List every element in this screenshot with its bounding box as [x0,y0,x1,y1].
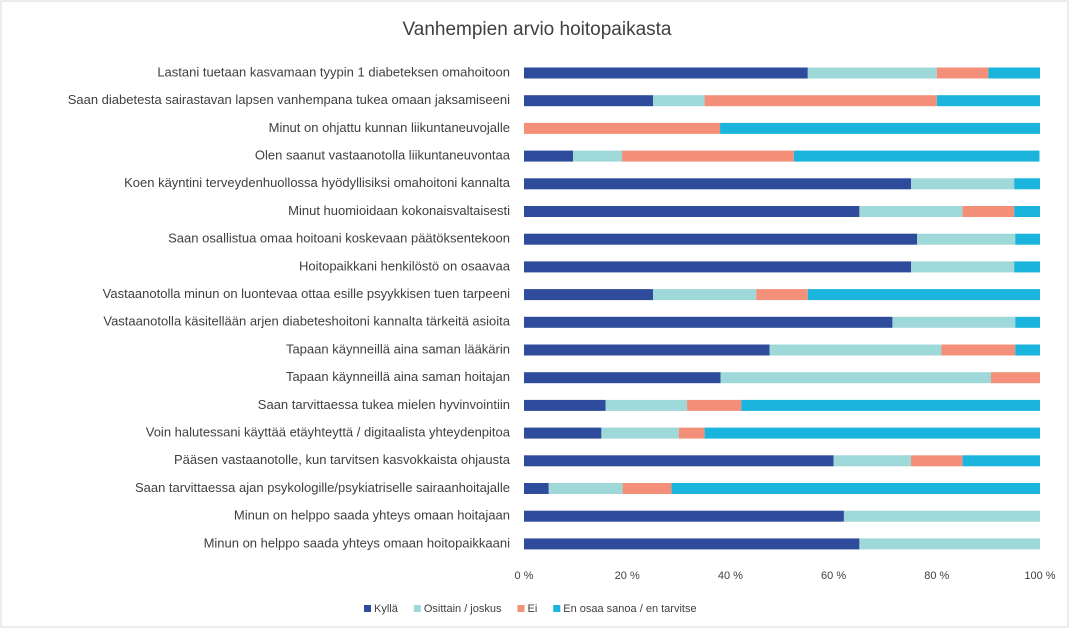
bar-segment [704,95,937,107]
bar-segment [653,289,757,301]
y-tick-label: Minut on ohjattu kunnan liikuntaneuvojal… [269,120,510,135]
y-tick-label: Koen käyntini terveydenhuollossa hyödyll… [124,175,511,190]
bar-segment [769,344,942,356]
bar-segment [524,538,860,550]
bar-segment [843,510,1040,522]
bar-segment [962,455,1040,467]
legend-label: En osaa sanoa / en tarvitse [563,603,696,615]
bar-segment [807,67,937,79]
bar-segment [548,483,623,494]
legend-label: Kyllä [374,603,399,615]
bar-segment [524,178,911,190]
y-tick-label: Minun on helppo saada yhteys omaan hoita… [234,508,510,523]
bar-segment [720,122,1040,134]
bar-segment [962,206,1015,217]
bar-segment [605,399,688,411]
bar-segment [573,150,623,162]
bar-segment [678,427,705,439]
bar-segment [892,316,1016,328]
y-tick-label: Minut huomioidaan kokonaisvaltaisesti [288,203,510,218]
bar-segment [622,483,672,494]
y-tick-label: Tapaan käynneillä aina saman hoitajan [286,369,510,384]
y-tick-label: Lastani tuetaan kasvamaan tyypin 1 diabe… [157,64,510,79]
bar-segment [936,95,1040,107]
y-tick-label: Vastaanotolla minun on luontevaa ottaa e… [103,286,510,301]
bar-segment [524,510,844,522]
y-tick-label: Saan diabetesta sairastavan lapsen vanhe… [68,92,510,107]
bar-segment [704,427,1040,439]
legend-label: Osittain / joskus [424,603,502,615]
bar-segment [1014,178,1040,190]
bar-segment [524,372,721,384]
y-tick-label: Minun on helppo saada yhteys omaan hoito… [204,535,511,550]
bar-segment [911,178,1015,190]
y-tick-label: Olen saanut vastaanotolla liikuntaneuvon… [255,148,511,163]
bar-segment [524,67,808,79]
bar-segment [988,67,1040,79]
x-tick-label: 60 % [821,570,846,582]
bar-segment [524,150,574,162]
bar-segment [833,455,911,467]
legend-label: Ei [527,603,537,615]
y-tick-label: Saan tarvittaessa ajan psykologille/psyk… [135,480,510,495]
bar-segment [524,483,549,494]
bar-segment [524,289,653,301]
y-tick-label: Vastaanotolla käsitellään arjen diabetes… [103,314,510,329]
x-tick-label: 100 % [1024,570,1055,582]
bar-segment [1015,233,1040,245]
legend-swatch [553,605,561,612]
x-tick-label: 0 % [515,570,534,582]
bar-segment [911,261,1015,273]
y-tick-label: Tapaan käynneillä aina saman lääkärin [286,341,510,356]
bar-segment [524,427,602,439]
y-tick-label: Pääsen vastaanotolle, kun tarvitsen kasv… [174,452,511,467]
bar-segment [671,483,1040,494]
legend-swatch [413,605,421,612]
bar-segment [524,316,893,328]
bar-segment [1015,344,1040,356]
bar-segment [524,399,606,411]
bar-segment [720,372,991,384]
bar-segment [524,122,721,134]
bar-segment [859,206,963,217]
bar-segment [653,95,705,107]
bar-segment [1014,261,1040,273]
y-tick-label: Voin halutessani käyttää etäyhteyttä / d… [146,425,511,440]
bar-segment [741,399,1040,411]
x-tick-label: 20 % [615,570,640,582]
chart-title: Vanhempien arvio hoitopaikasta [403,19,672,40]
bar-segment [936,67,989,79]
bar-segment [524,455,834,467]
bar-segment [941,344,1016,356]
bar-segment [756,289,808,301]
bar-segment [917,233,1016,245]
y-tick-label: Saan tarvittaessa tukea mielen hyvinvoin… [258,397,510,412]
bar-segment [524,344,770,356]
bar-segment [524,95,653,107]
bar-segment [859,538,1040,550]
bar-segment [793,150,1040,162]
y-tick-label: Saan osallistua omaa hoitoani koskevaan … [168,231,510,246]
bar-segment [1015,316,1040,328]
bar-segment [622,150,794,162]
bar-segment [911,455,963,467]
y-tick-label: Hoitopaikkani henkilöstö on osaavaa [299,258,511,273]
bar-segment [687,399,742,411]
bar-segment [1014,206,1040,217]
x-tick-label: 80 % [924,570,949,582]
x-tick-label: 40 % [718,570,743,582]
bar-segment [524,261,911,273]
bar-segment [524,206,860,217]
bar-segment [990,372,1040,384]
bar-segment [601,427,679,439]
bar-segment [524,233,918,245]
legend-swatch [364,605,371,612]
legend-swatch [517,605,525,612]
bar-segment [807,289,1040,301]
